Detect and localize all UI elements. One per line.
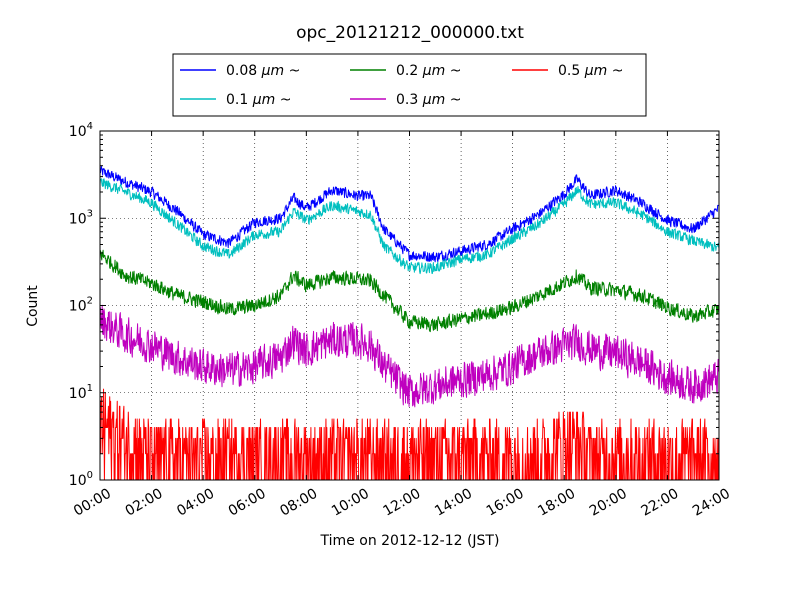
y-tick-base: 10: [69, 299, 87, 315]
x-axis-label: Time on 2012-12-12 (JST): [320, 533, 500, 549]
series-line-2: [99, 249, 720, 333]
legend-label-4: 0.5 μm ~: [558, 63, 623, 79]
legend-unit: μm ~: [584, 63, 624, 79]
series-line-0: [99, 165, 720, 263]
legend-value: 0.08: [226, 63, 262, 79]
legend-value: 0.5: [558, 63, 585, 79]
y-tick-base: 10: [69, 386, 87, 402]
data-series: [99, 165, 720, 481]
legend-label-2: 0.2 μm ~: [396, 63, 461, 79]
legend-unit: μm ~: [252, 92, 292, 108]
y-tick-label: 103: [69, 208, 93, 227]
legend-label-1: 0.1 μm ~: [226, 92, 291, 108]
legend-unit: μm ~: [422, 92, 462, 108]
legend-label-3: 0.3 μm ~: [396, 92, 461, 108]
y-tick-exponent: 1: [87, 383, 93, 394]
legend-value: 0.2: [396, 63, 423, 79]
y-tick-base: 10: [69, 211, 87, 227]
y-tick-exponent: 2: [87, 296, 93, 307]
legend-unit: μm ~: [422, 63, 462, 79]
legend-value: 0.3: [396, 92, 423, 108]
y-tick-label: 102: [69, 296, 93, 315]
y-tick-base: 10: [69, 124, 87, 140]
y-tick-exponent: 3: [87, 208, 93, 219]
series-line-3: [99, 304, 720, 408]
y-tick-label: 100: [69, 470, 93, 489]
legend: 0.08 μm ~0.1 μm ~0.2 μm ~0.3 μm ~0.5 μm …: [172, 53, 647, 117]
y-tick-label: 104: [69, 121, 93, 140]
y-tick-exponent: 4: [87, 121, 93, 132]
y-tick-base: 10: [69, 473, 87, 489]
y-tick-label: 101: [69, 383, 93, 402]
legend-label-0: 0.08 μm ~: [226, 63, 300, 79]
legend-box: [172, 53, 647, 117]
legend-value: 0.1: [226, 92, 253, 108]
axis-ticks: [99, 130, 720, 481]
chart-title: opc_20121212_000000.txt: [296, 23, 524, 43]
y-tick-exponent: 0: [87, 470, 93, 481]
series-line-1: [99, 178, 720, 275]
legend-unit: μm ~: [261, 63, 301, 79]
y-axis-label: Count: [25, 285, 41, 327]
